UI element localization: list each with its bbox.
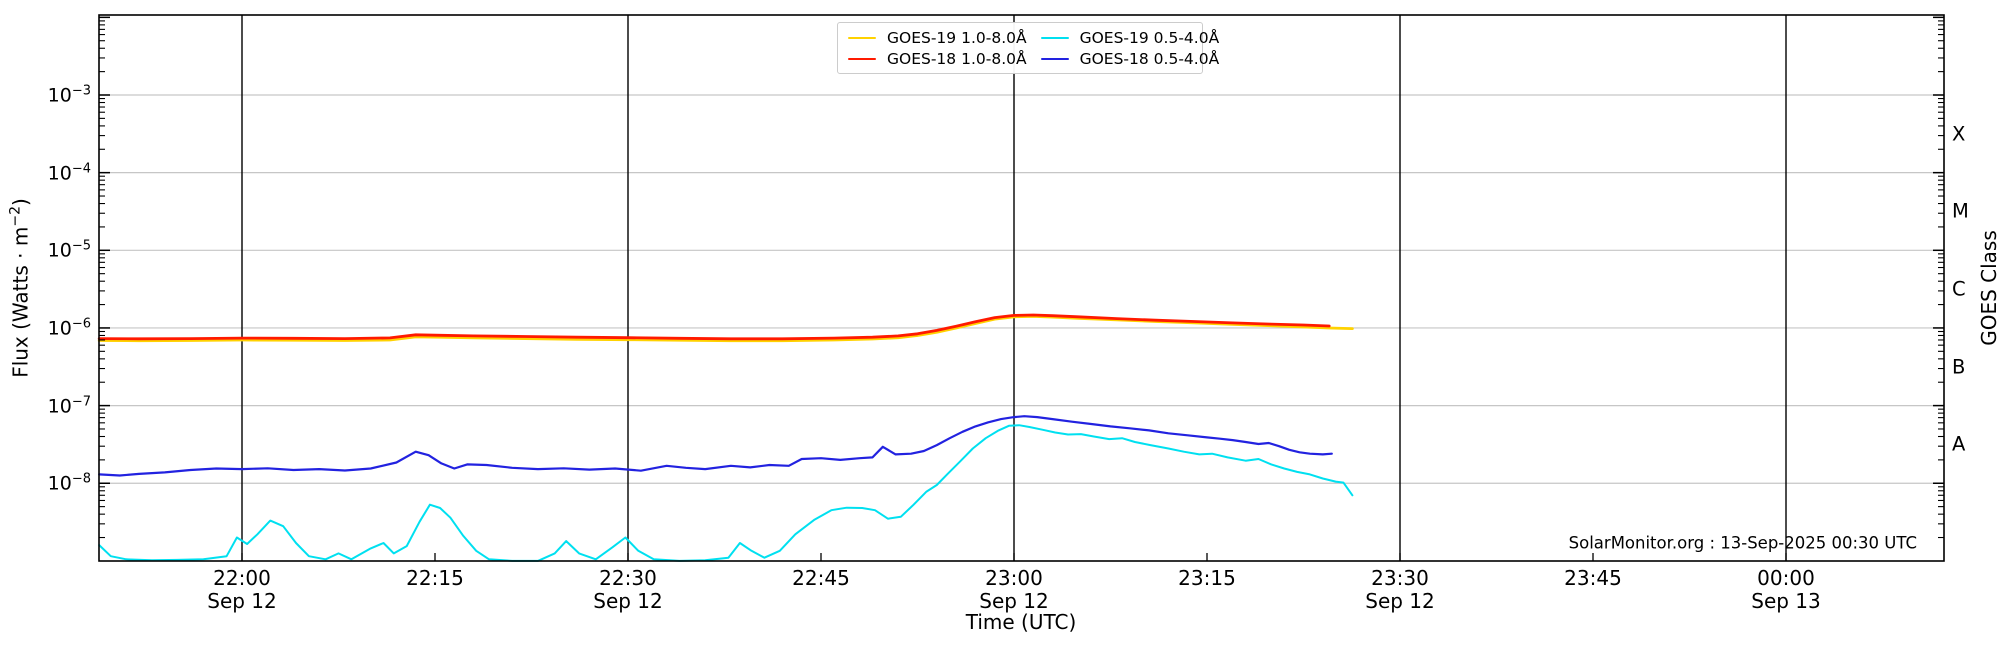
y-tick-label-1e-3: 10−3 [48,83,91,106]
legend-label-goes-19-1-0-8-0: GOES-19 1.0-8.0Å [887,28,1027,47]
x-tick-label-23-30: 23:30 [1371,566,1429,590]
series-line-goes-18-1-0-8-0 [97,313,1331,341]
x-tick-label-23-45: 23:45 [1564,566,1622,590]
plot-frame [98,14,1945,562]
x-tick-date-sep-12-22-00: Sep 12 [207,589,277,613]
x-tick-label-00-00: 00:00 [1757,566,1815,590]
goes-class-label-m: M [1952,199,1969,223]
y-tick-label-1e-7: 10−7 [48,394,91,417]
legend-label-goes-18-1-0-8-0: GOES-18 1.0-8.0Å [887,49,1027,68]
y-tick-exponent: −4 [71,160,91,176]
y-tick-label-1e-5: 10−5 [48,239,91,262]
x-tick-date-sep-12-23-00: Sep 12 [979,589,1049,613]
goes-class-label-a: A [1952,432,1966,456]
legend-item-goes-18-0-5-4-0: GOES-18 0.5-4.0Å [1040,49,1220,68]
goes-class-label-c: C [1952,277,1966,301]
x-tick-date-sep-13-00-00: Sep 13 [1751,589,1821,613]
x-tick-date-sep-12-23-30: Sep 12 [1365,589,1435,613]
y-tick-exponent: −3 [71,83,91,99]
legend-swatch-goes-19-1-0-8-0 [848,36,876,39]
y-axis-label-flux: Flux (Watts · m−2) [8,198,33,378]
legend-swatch-goes-19-0-5-4-0 [1040,36,1069,39]
y-tick-base: 10 [47,472,72,495]
legend-item-goes-19-1-0-8-0: GOES-19 1.0-8.0Å [848,29,1027,47]
y-tick-exponent: −5 [71,238,91,254]
y-tick-base: 10 [47,162,72,185]
x-tick-label-23-15: 23:15 [1178,566,1236,590]
legend-swatch-goes-18-1-0-8-0 [848,57,876,60]
legend-column-1: GOES-19 0.5-4.0Å GOES-18 0.5-4.0Å [1040,27,1220,69]
y-tick-base: 10 [47,239,72,262]
y-tick-base: 10 [47,395,72,418]
watermark-solarmonitor: SolarMonitor.org : 13-Sep-2025 00:30 UTC [1568,533,1917,553]
legend-column-0: GOES-19 1.0-8.0Å GOES-18 1.0-8.0Å [848,27,1027,69]
x-tick-label-22-00: 22:00 [213,566,271,590]
legend-item-goes-19-0-5-4-0: GOES-19 0.5-4.0Å [1040,28,1220,47]
y-axis-label-flux-text: Flux (Watts · m [8,226,33,378]
legend-box: GOES-19 1.0-8.0Å GOES-18 1.0-8.0Å GOES-19 … [837,22,1219,74]
x-tick-date-sep-12-22-30: Sep 12 [593,589,663,613]
y-tick-label-1e-6: 10−6 [48,316,91,339]
x-tick-label-23-00: 23:00 [985,566,1043,590]
goes-class-label-b: B [1952,355,1966,379]
x-axis-label-time: Time (UTC) [965,610,1077,634]
y-tick-label-1e-8: 10−8 [48,472,91,495]
x-tick-label-22-30: 22:30 [599,566,657,590]
legend-label-goes-18-0-5-4-0: GOES-18 0.5-4.0Å [1079,49,1220,68]
goes-class-label-x: X [1952,122,1966,146]
legend-label-goes-19-0-5-4-0: GOES-19 0.5-4.0Å [1079,28,1220,47]
y-tick-exponent: −6 [71,316,91,332]
y-axis-label-flux-exponent: −2 [7,206,24,227]
legend-swatch-goes-18-0-5-4-0 [1040,57,1069,60]
legend-item-goes-18-1-0-8-0: GOES-18 1.0-8.0Å [848,50,1027,68]
series-line-goes-19-0-5-4-0 [98,424,1354,562]
y-axis-label-flux-close: ) [8,198,33,207]
y-tick-exponent: −7 [71,393,91,409]
x-tick-label-22-15: 22:15 [406,566,464,590]
y-tick-exponent: −8 [71,471,91,487]
y-tick-base: 10 [47,84,72,107]
series-line-goes-18-0-5-4-0 [98,415,1333,477]
y-axis-label-goes-class: GOES Class [1977,230,2000,346]
x-tick-label-22-45: 22:45 [792,566,850,590]
y-tick-label-1e-4: 10−4 [48,161,91,184]
y-tick-base: 10 [47,317,72,340]
